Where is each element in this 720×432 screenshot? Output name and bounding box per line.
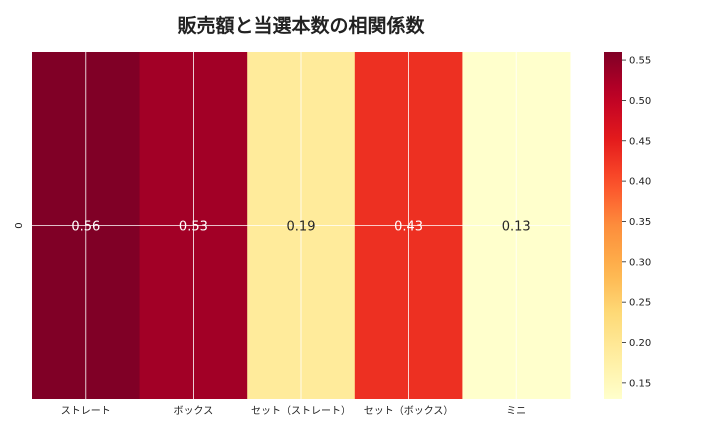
colorbar-tick-label: 0.15 (629, 378, 651, 389)
colorbar-tick-label: 0.45 (629, 136, 651, 147)
chart-title: 販売額と当選本数の相関係数 (177, 14, 425, 37)
colorbar-tick-label: 0.40 (629, 177, 651, 188)
colorbar-tick-label: 0.30 (629, 257, 651, 268)
colorbar-tick-label: 0.25 (629, 298, 651, 309)
colorbar-ticks: 0.15 0.20 0.25 0.30 0.35 0.40 0.45 0.50 0.55 (622, 56, 651, 389)
colorbar-tick-label: 0.35 (629, 217, 651, 228)
x-tick-label: ミニ (506, 406, 526, 417)
y-tick-label: 0 (14, 222, 25, 228)
cell-value-label: 0.13 (502, 220, 531, 235)
gridlines (32, 52, 570, 399)
x-tick-label: ストレート (61, 406, 111, 417)
colorbar: 0.15 0.20 0.25 0.30 0.35 0.40 0.45 0.50 0.55 (604, 52, 651, 399)
colorbar-tick-label: 0.20 (629, 338, 651, 349)
x-tick-label: セット（ストレート） (251, 405, 351, 417)
colorbar-gradient (604, 52, 622, 399)
cell-value-label: 0.53 (179, 220, 208, 235)
cell-value-label: 0.19 (287, 220, 316, 235)
x-tick-label: ボックス (174, 405, 214, 417)
cell-labels: 0.56 0.53 0.19 0.43 0.13 (71, 220, 530, 235)
colorbar-tick-label: 0.55 (629, 56, 651, 67)
cell-value-label: 0.56 (71, 220, 100, 235)
x-tick-label: セット（ボックス） (364, 405, 454, 417)
y-axis-ticks: 0 (14, 222, 25, 228)
colorbar-tick-label: 0.50 (629, 96, 651, 107)
cell-value-label: 0.43 (394, 220, 423, 235)
x-axis-ticks: ストレート ボックス セット（ストレート） セット（ボックス） ミニ (61, 405, 526, 417)
